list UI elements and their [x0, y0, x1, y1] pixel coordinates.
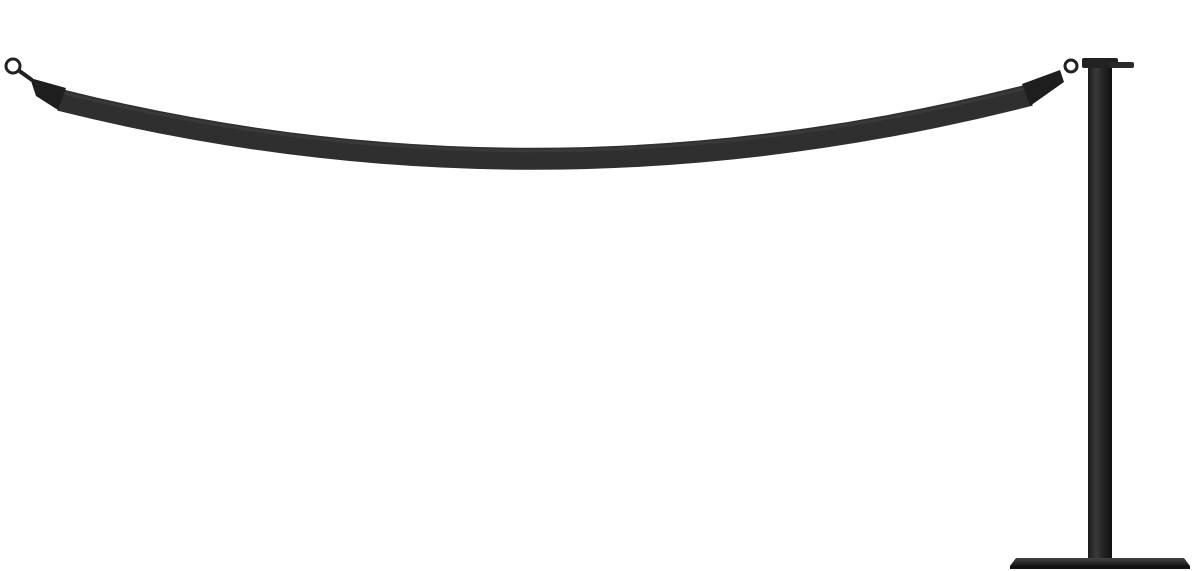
- rope-highlight: [59, 85, 1031, 153]
- post-base: [1010, 558, 1190, 566]
- rope-end-left: [30, 78, 66, 110]
- rope-end-right: [1022, 70, 1064, 106]
- post-latch: [1110, 62, 1134, 68]
- hook-left: [4, 57, 22, 75]
- post-base-edge: [1010, 566, 1190, 569]
- hook-right: [1063, 58, 1079, 74]
- post: [1088, 66, 1112, 560]
- post-cap: [1082, 58, 1118, 68]
- rope: [57, 84, 1033, 170]
- hook-left-shank: [16, 68, 34, 82]
